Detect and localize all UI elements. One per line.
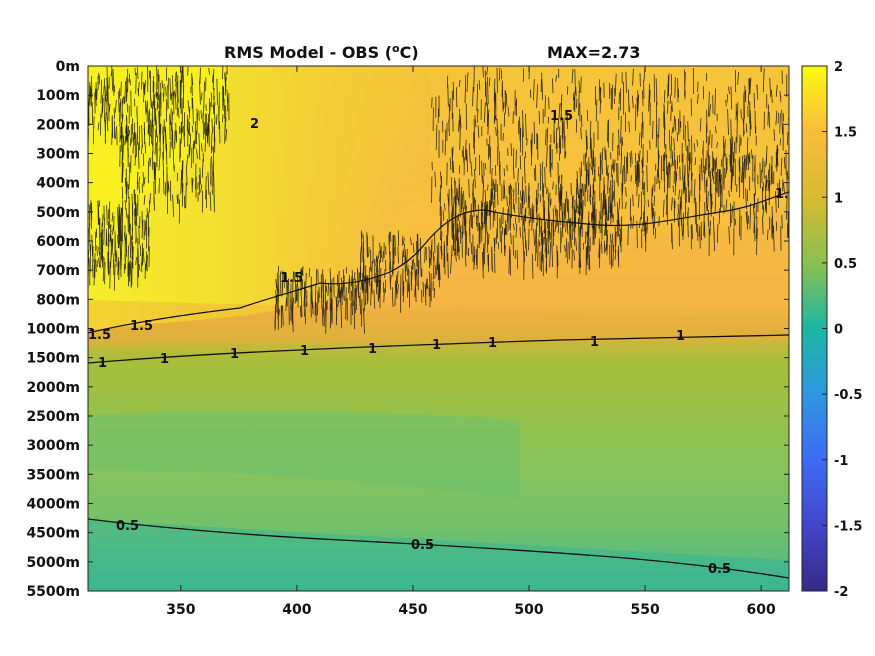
contour-label: 1.5: [130, 319, 153, 334]
colorbar-tick-label: -1.5: [834, 519, 862, 534]
contour-cluster: [579, 149, 789, 256]
colorbar-tick-label: -2: [834, 585, 848, 600]
y-tick-label: 4000m: [26, 497, 80, 513]
y-tick-label: 5000m: [26, 555, 80, 571]
contour-label: 0.5: [411, 538, 434, 553]
y-tick-label: 200m: [36, 117, 80, 133]
x-axis: 350 400 450 500 550 600: [166, 66, 776, 618]
contour-label: 1.5: [550, 109, 573, 124]
colorbar-tick-label: 2: [834, 60, 843, 75]
contour-labels: 1.5 1 1 1 1 1 1 1 1 1 0.5 0.5 0.5 2 1.5 …: [88, 109, 798, 577]
x-tick-label: 350: [166, 602, 195, 618]
colorbar-tick-label: 1.5: [834, 126, 857, 141]
y-tick-label: 5500m: [26, 584, 80, 600]
colorbar-tick-label: -0.5: [834, 388, 862, 403]
y-tick-label: 100m: [36, 88, 80, 104]
contour-label: 1.5: [88, 328, 111, 343]
chart-title: RMS Model - OBS (oC): [224, 42, 419, 62]
contour-label: 1: [230, 347, 239, 362]
y-tick-label: 3500m: [26, 467, 80, 483]
colorbar-tick-label: 1: [834, 191, 843, 206]
y-tick-label: 400m: [36, 176, 80, 192]
x-tick-label: 550: [630, 602, 659, 618]
x-tick-label: 600: [747, 602, 776, 618]
contour-label: 1: [300, 344, 309, 359]
mid-green-region: [88, 411, 520, 500]
y-tick-label: 800m: [36, 292, 80, 308]
contour-label: 1: [676, 329, 685, 344]
contour-cluster: [274, 265, 365, 334]
transition-band: [88, 300, 789, 345]
max-label: MAX=2.73: [547, 43, 641, 62]
y-tick-label: 3000m: [26, 438, 80, 454]
x-tick-label: 450: [398, 602, 427, 618]
y-tick-label: 0m: [56, 59, 80, 75]
contour-label: 1: [98, 356, 107, 371]
y-tick-label: 600m: [36, 234, 80, 250]
contour-line-1.5: [88, 191, 789, 334]
colorbar-tick-label: -1: [834, 454, 848, 469]
heatmap-field: 1.5 1 1 1 1 1 1 1 1 1 0.5 0.5 0.5 2 1.5 …: [88, 66, 798, 591]
contour-label: 0.5: [708, 562, 731, 577]
contour-label: 1.5: [775, 187, 798, 202]
contour-label: 1.5: [280, 271, 303, 286]
colorbar-tick-label: 0.5: [834, 257, 857, 272]
y-tick-label: 300m: [36, 147, 80, 163]
deep-teal-region: [88, 520, 789, 591]
colorbar-tick-label: 0: [834, 323, 843, 338]
y-tick-label: 4500m: [26, 526, 80, 542]
y-axis: 0m 100m 200m 300m 400m 500m 600m 700m 800m 1000m 1…: [26, 59, 789, 600]
y-tick-label: 500m: [36, 205, 80, 221]
contour-label: 1: [160, 352, 169, 367]
y-tick-label: 1000m: [26, 322, 80, 338]
y-tick-label: 700m: [36, 263, 80, 279]
contour-label: 1: [488, 336, 497, 351]
y-tick-label: 2500m: [26, 409, 80, 425]
y-tick-label: 2000m: [26, 380, 80, 396]
contour-cluster: [88, 200, 151, 291]
contour-label: 2: [250, 117, 259, 132]
contour-line-1: [88, 334, 789, 364]
contour-label: 1: [368, 342, 377, 357]
y-tick-label: 1500m: [26, 351, 80, 367]
x-tick-label: 500: [514, 602, 543, 618]
contour-label: 1: [590, 335, 599, 350]
contour-line-0.5: [88, 518, 789, 579]
contour-label: 0.5: [116, 519, 139, 534]
x-tick-label: 400: [282, 602, 311, 618]
colorbar-axis: 2 1.5 1 0.5 0 -0.5 -1 -1.5 -2: [822, 60, 862, 600]
contour-label: 1: [432, 338, 441, 353]
contour-cluster: [360, 230, 441, 313]
contour-cluster: [431, 66, 789, 206]
